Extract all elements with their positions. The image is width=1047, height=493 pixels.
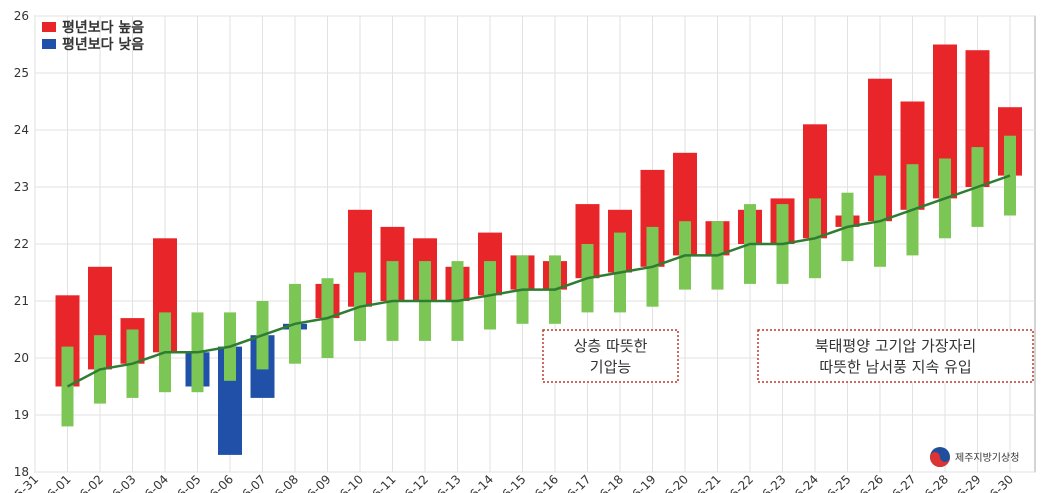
annotation-text: 기압능	[590, 358, 632, 376]
y-tick-label: 19	[14, 408, 29, 422]
annotation-box	[757, 329, 1034, 383]
x-tick-label: 06-04	[137, 472, 172, 493]
x-tick-label: 06-08	[267, 472, 302, 493]
y-tick-label: 20	[14, 351, 29, 365]
normal-line	[66, 174, 1011, 388]
y-tick-label: 22	[14, 237, 29, 251]
x-tick-label: 06-29	[949, 472, 984, 493]
x-tick-label: 06-23	[754, 472, 789, 493]
legend-label: 평년보다 낮음	[62, 36, 144, 53]
x-tick-label: 06-12	[397, 472, 432, 493]
x-tick-label: 06-21	[689, 472, 724, 493]
annotation-text: 북태평양 고기압 가장자리	[815, 337, 976, 355]
x-tick-label: 06-02	[72, 472, 107, 493]
x-tick-label: 06-11	[364, 472, 399, 493]
y-tick-label: 23	[14, 180, 29, 194]
x-tick-label: 06-05	[169, 472, 204, 493]
x-tick-label: 06-03	[104, 472, 139, 493]
x-tick-label: 06-26	[852, 472, 887, 493]
x-tick-label: 06-24	[787, 472, 822, 493]
x-tick-label: 06-09	[299, 472, 334, 493]
x-tick-label: 06-06	[202, 472, 237, 493]
x-tick-label: 06-15	[494, 472, 529, 493]
logo-text: 제주지방기상청	[955, 452, 1019, 464]
x-tick-label: 06-13	[429, 472, 464, 493]
y-tick-label: 26	[14, 9, 29, 23]
x-tick-label: 06-17	[559, 472, 594, 493]
x-tick-label: 06-25	[819, 472, 854, 493]
y-tick-label: 21	[14, 294, 29, 308]
legend-label: 평년보다 높음	[62, 19, 144, 36]
x-tick-label: 06-16	[527, 472, 562, 493]
x-tick-label: 06-01	[39, 472, 74, 493]
x-tick-label: 06-18	[592, 472, 627, 493]
legend-swatch	[42, 39, 56, 49]
y-tick-label: 25	[14, 66, 29, 80]
x-tick-label: 06-22	[722, 472, 757, 493]
x-tick-label: 06-27	[884, 472, 919, 493]
annotation-box	[542, 329, 679, 383]
y-tick-label: 24	[14, 123, 29, 137]
x-tick-label: 06-07	[234, 472, 269, 493]
x-tick-label: 06-19	[624, 472, 659, 493]
legend-swatch	[42, 22, 56, 32]
x-tick-label: 06-10	[332, 472, 367, 493]
x-tick-label: 06-28	[917, 472, 952, 493]
y-tick-label: 18	[14, 465, 29, 479]
annotation-text: 따뜻한 남서풍 지속 유입	[819, 358, 971, 376]
logo-icon	[930, 452, 950, 467]
annotation-text: 상층 따뜻한	[574, 337, 648, 355]
x-tick-label: 06-20	[657, 472, 692, 493]
x-tick-label: 06-14	[462, 472, 497, 493]
x-tick-label: 06-30	[982, 472, 1017, 493]
